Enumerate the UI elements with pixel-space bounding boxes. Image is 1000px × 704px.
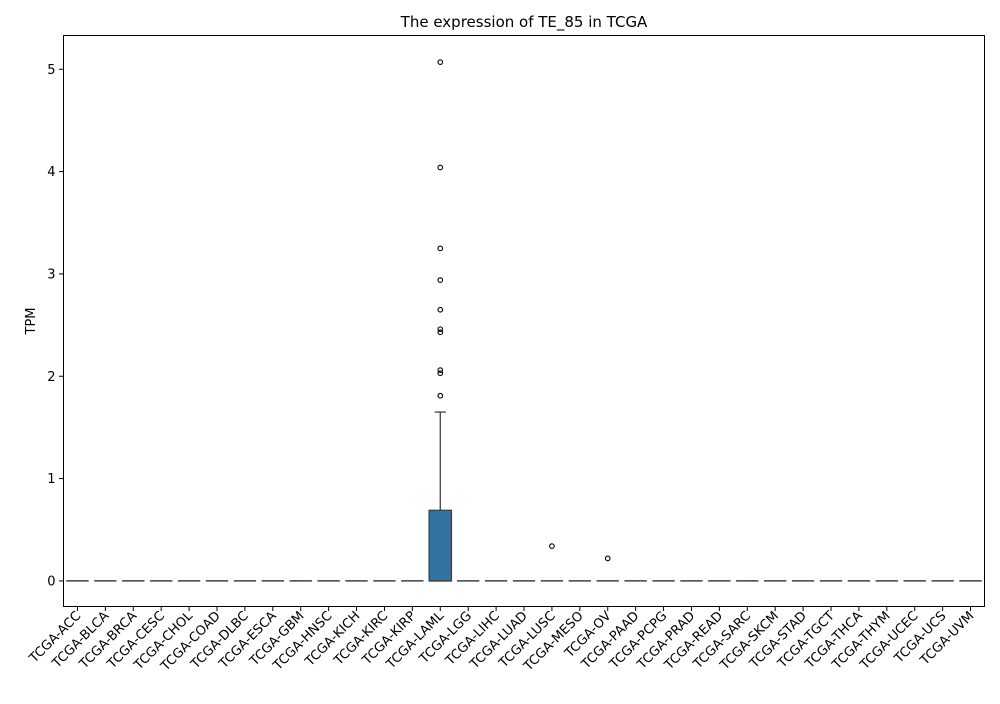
chart-title: The expression of TE_85 in TCGA [400,13,648,32]
outlier-point [437,367,444,373]
outlier-point [437,59,444,65]
y-tick-label: 0 [47,574,55,589]
y-tick-label: 3 [47,267,55,282]
y-tick-label: 1 [47,472,55,487]
outlier-point [437,306,444,313]
outlier-point [437,245,444,252]
outlier-point [437,329,444,336]
outlier-point [437,277,444,283]
outlier-point [437,164,444,171]
y-tick-label: 4 [47,165,55,180]
box-body [428,509,453,582]
outlier-point [604,555,611,562]
plot-area: 012345TCGA-ACCTCGA-BLCATCGA-BRCATCGA-CES… [26,59,982,675]
y-axis-label: TPM [24,308,39,336]
y-tick-label: 5 [47,63,55,78]
outlier-point [437,370,444,377]
y-tick-label: 2 [47,370,55,385]
outlier-point [549,543,555,549]
outlier-point [437,392,444,399]
outlier-point [437,326,444,333]
plot-frame [63,35,985,607]
